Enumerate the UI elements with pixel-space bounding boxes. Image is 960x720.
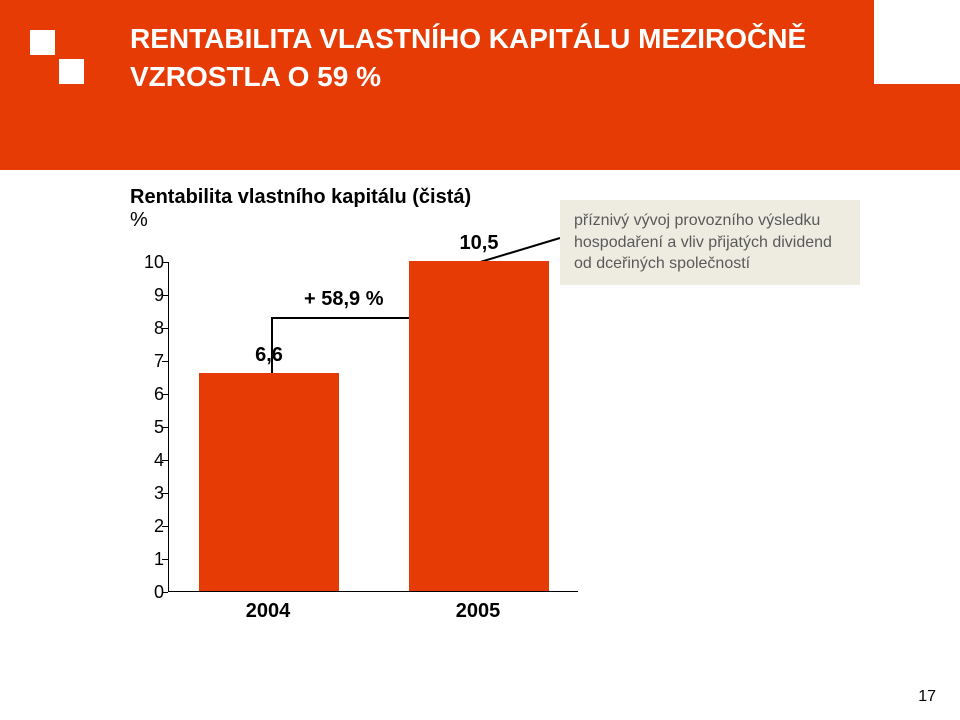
y-tick-label: 5 [130,417,164,438]
logo-tile [59,59,84,84]
y-tick-label: 4 [130,450,164,471]
y-tick-mark [162,262,168,263]
y-tick-label: 7 [130,351,164,372]
y-tick-mark [162,394,168,395]
y-tick-mark [162,295,168,296]
subtitle-unit: % [130,209,471,232]
header-corner-cut [874,0,960,84]
y-tick-mark [162,526,168,527]
logo-tile [30,59,55,84]
y-tick-label: 10 [130,252,164,273]
y-tick-mark [162,493,168,494]
y-tick-mark [162,460,168,461]
x-category-label: 2004 [198,600,338,623]
subtitle-text: Rentabilita vlastního kapitálu (čistá) [130,186,471,208]
bar-value-label: 6,6 [199,344,339,367]
y-tick-label: 1 [130,549,164,570]
bar-chart: 6,610,5 01234567891020042005 [130,262,650,642]
y-tick-label: 6 [130,384,164,405]
slide-page: RENTABILITA VLASTNÍHO KAPITÁLU MEZIROČNĚ… [0,0,960,720]
bar-value-label: 10,5 [409,232,549,255]
bar [409,261,549,591]
logo-tile [30,30,55,55]
y-tick-mark [162,427,168,428]
y-tick-mark [162,559,168,560]
x-category-label: 2005 [408,600,548,623]
y-tick-label: 0 [130,582,164,603]
header-band: RENTABILITA VLASTNÍHO KAPITÁLU MEZIROČNĚ… [0,0,960,170]
page-number: 17 [918,688,936,706]
title-line-2: VZROSTLA O 59 % [130,58,870,96]
y-tick-mark [162,328,168,329]
y-tick-label: 9 [130,285,164,306]
chart-plot: 6,610,5 [168,262,578,592]
page-title: RENTABILITA VLASTNÍHO KAPITÁLU MEZIROČNĚ… [130,20,870,96]
y-tick-label: 8 [130,318,164,339]
y-tick-mark [162,361,168,362]
logo-tile [59,30,84,55]
title-line-1: RENTABILITA VLASTNÍHO KAPITÁLU MEZIROČNĚ [130,20,870,58]
chart-subtitle: Rentabilita vlastního kapitálu (čistá) % [130,186,471,232]
brand-logo [30,30,84,84]
bar [199,373,339,591]
y-tick-label: 3 [130,483,164,504]
y-tick-mark [162,592,168,593]
y-tick-label: 2 [130,516,164,537]
